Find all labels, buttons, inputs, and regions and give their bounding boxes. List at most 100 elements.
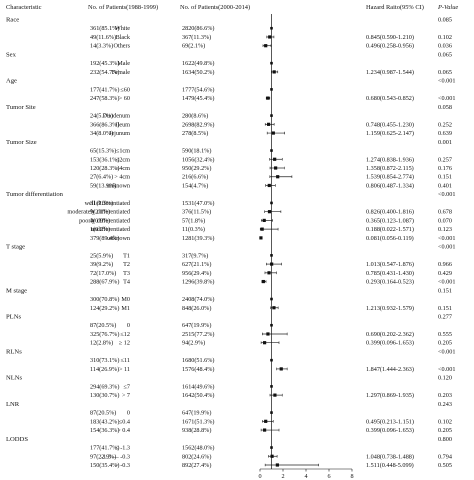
- row-label: > 60: [119, 95, 130, 102]
- p-value: 0.058: [438, 104, 452, 111]
- section-row: Sex 0.065: [6, 51, 452, 58]
- n2-cell: 376(11.5%): [182, 209, 211, 216]
- n1-cell: 4(0.9%): [90, 217, 110, 224]
- section-row: Age <0.001: [6, 78, 455, 85]
- p-value: 0.794: [438, 453, 452, 460]
- row-label: Male: [117, 60, 130, 67]
- n1-cell: 325(76.7%): [90, 331, 119, 338]
- n1-cell: 366(86.3%): [90, 121, 119, 128]
- hr-point: [264, 44, 268, 48]
- section-label: PLNs: [6, 314, 21, 321]
- row-label: undifferentiated: [91, 226, 131, 233]
- p-value: 0.205: [438, 427, 452, 434]
- x-tick-label: 6: [327, 473, 330, 480]
- hr-ci-text: 1.297(0.869-1.935): [366, 392, 414, 399]
- hr-ci-text: 0.365(0.123-1.087): [366, 217, 414, 224]
- row-label: > 7: [122, 392, 130, 399]
- p-value: <0.001: [438, 78, 455, 85]
- n1-cell: 177(41.7%): [90, 445, 119, 452]
- p-value: 0.678: [438, 209, 452, 216]
- section-label: Age: [6, 78, 17, 85]
- n1-cell: 59(13.9%): [90, 182, 116, 189]
- row-label: ≤ -1.3: [115, 445, 130, 452]
- table-row: -1.3 — -0.397(22.9%) 802(24.6%) 1.048(0.73…: [90, 453, 452, 460]
- n1-cell: 153(36.1%): [90, 156, 119, 163]
- row-label: ≤7: [124, 383, 131, 390]
- p-value: 0.205: [438, 340, 452, 347]
- n1-cell: 154(36.3%): [90, 427, 119, 434]
- x-tick-label: 8: [350, 473, 353, 480]
- n1-cell: 87(20.5%): [90, 322, 116, 329]
- hr-ci-text: 0.785(0.431-1.430): [366, 270, 414, 277]
- hr-ci-text: 0.680(0.543-0.852): [366, 95, 414, 102]
- section-row: Tumor differentiation <0.001: [6, 191, 455, 198]
- p-value: <0.001: [438, 348, 455, 355]
- p-value: <0.001: [438, 244, 455, 251]
- row-label: T3: [123, 270, 130, 277]
- table-row: 0 87(20.5%) 647(19.9%): [90, 410, 273, 417]
- p-value: 0.401: [438, 182, 452, 189]
- row-label: moderately differentiated: [67, 209, 130, 216]
- n2-cell: 57(1.8%): [182, 217, 205, 224]
- section-label: Tumor Size: [6, 139, 37, 146]
- hr-ci-text: 0.399(0.096-1.653): [366, 340, 414, 347]
- p-value: 0.151: [438, 174, 452, 181]
- n2-cell: 1056(32.4%): [182, 156, 214, 163]
- n1-cell: 288(67.9%): [90, 279, 119, 286]
- hr-point: [267, 122, 271, 126]
- row-label: ≤12: [120, 331, 130, 338]
- row-label: T1: [123, 252, 130, 259]
- n2-cell: 2408(74.0%): [182, 296, 214, 303]
- p-value: 0.065: [438, 69, 452, 76]
- n1-cell: 130(30.7%): [90, 392, 119, 399]
- section-row: Tumor Size 0.001: [6, 139, 452, 146]
- hr-point: [273, 393, 277, 397]
- hr-ci-text: 1.539(0.854-2.774): [366, 174, 414, 181]
- row-label: poorly differentiated: [79, 217, 131, 224]
- n1-cell: 361(85.1%): [90, 25, 119, 32]
- n2-cell: 627(21.1%): [182, 261, 211, 268]
- p-value: <0.001: [438, 279, 455, 286]
- n2-cell: 938(28.8%): [182, 427, 211, 434]
- section-label: Tumor differentiation: [6, 191, 64, 198]
- n1-cell: 379(89.4%): [90, 235, 119, 242]
- n1-cell: 24(5.7%): [90, 113, 113, 120]
- table-row: T3 72(17.0%) 956(29.4%) 0.785(0.431-1.430) 0…: [90, 270, 452, 277]
- row-label: > 11: [119, 366, 130, 373]
- p-value: 0.505: [438, 462, 452, 469]
- table-row: 0 87(20.5%) 647(19.9%): [90, 322, 273, 329]
- section-row: NLNs 0.120: [6, 375, 452, 382]
- n1-cell: 300(70.8%): [90, 296, 119, 303]
- p-value: 0.257: [438, 156, 452, 163]
- hr-point: [261, 279, 265, 284]
- n2-cell: 956(29.4%): [182, 270, 211, 277]
- p-value: 0.120: [438, 375, 452, 382]
- hr-ci-text: 0.081(0.056-0.119): [366, 235, 414, 242]
- n2-cell: 1281(39.3%): [182, 235, 214, 242]
- row-label: ≤11: [121, 357, 130, 364]
- row-label: M1: [121, 305, 130, 312]
- n1-cell: 124(29.2%): [90, 305, 119, 312]
- row-label: -1.3 — -0.3: [101, 453, 130, 460]
- header-n2: No. of Patients(2000-2014): [180, 4, 250, 11]
- header-characteristic: Characteristic: [6, 4, 42, 11]
- hr-point: [262, 428, 267, 432]
- section-label: LNR: [6, 401, 20, 408]
- n2-cell: 2820(86.6%): [182, 25, 214, 32]
- hr-point: [267, 183, 271, 188]
- p-value: <0.001: [438, 95, 455, 102]
- hr-ci-text: 0.188(0.022-1.571): [366, 226, 414, 233]
- p-value: <0.001: [438, 191, 455, 198]
